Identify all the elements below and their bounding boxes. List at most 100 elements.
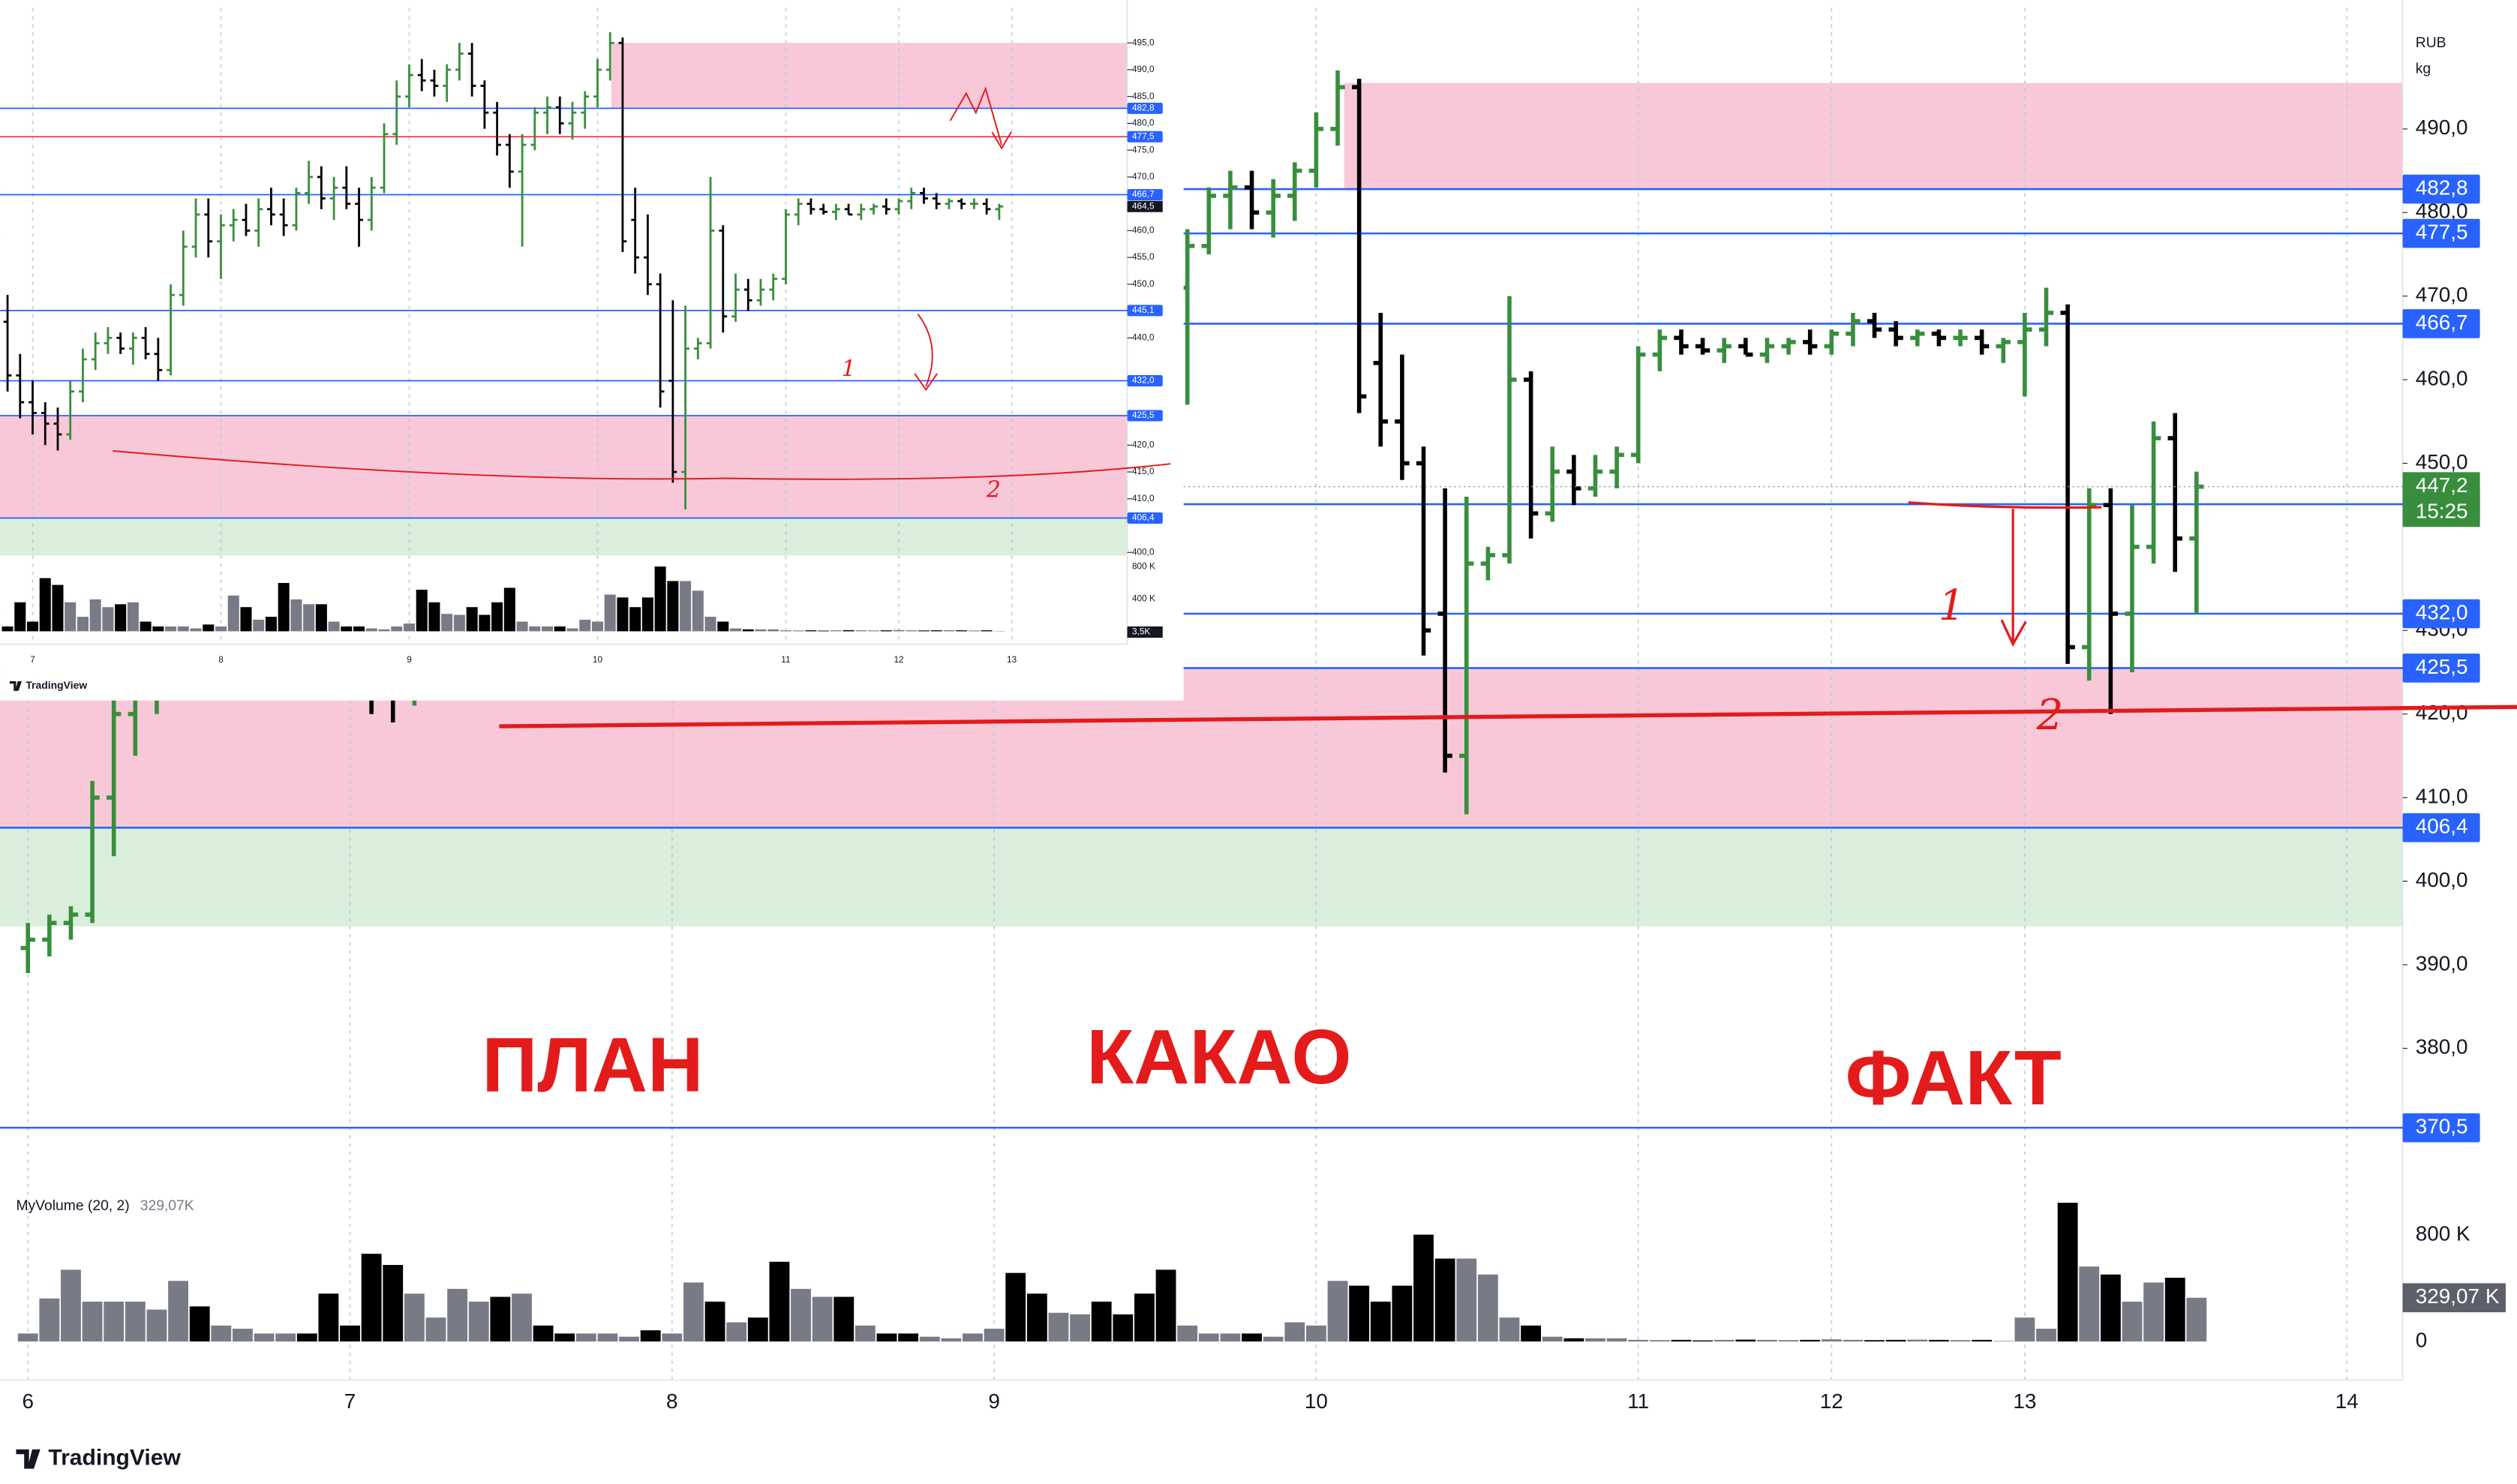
volume-bar	[39, 1298, 60, 1342]
volume-bar	[391, 626, 403, 632]
level-label-box	[1127, 188, 1163, 201]
volume-bar	[683, 1282, 704, 1342]
volume-bar	[730, 628, 742, 632]
volume-bar	[880, 630, 892, 632]
volume-bar	[779, 630, 791, 632]
volume-bar	[89, 599, 101, 632]
volume-bar	[1413, 1234, 1434, 1342]
volume-title: MyVolume (20, 2)	[16, 1198, 129, 1214]
y-tick-label: 415,0	[1132, 466, 1155, 476]
hand-line	[113, 86, 1171, 480]
volume-bar	[1563, 1338, 1584, 1342]
volume-bar	[1757, 1339, 1777, 1342]
volume-bar	[265, 617, 277, 632]
level-label: 482,8	[1132, 103, 1155, 113]
volume-bar	[641, 597, 653, 632]
volume-bar	[240, 607, 252, 632]
volume-bar	[1950, 1340, 1971, 1342]
y-tick-label: 490,0	[2416, 116, 2468, 139]
volume-bar	[490, 1296, 511, 1342]
volume-bar	[227, 595, 239, 632]
volume-bar	[1091, 1301, 1112, 1342]
volume-bar	[654, 566, 666, 632]
volume-bar	[2014, 1317, 2035, 1342]
x-tick-label: 14	[2335, 1389, 2359, 1413]
level-label-box	[2402, 813, 2480, 843]
volume-bar	[2143, 1282, 2164, 1342]
volume-bar	[805, 630, 817, 632]
volume-bar	[1306, 1325, 1326, 1342]
hand-mark: 1	[1939, 581, 1966, 630]
volume-bar	[17, 1333, 38, 1342]
volume-bar	[290, 599, 302, 632]
level-label: 466,7	[1132, 189, 1155, 200]
volume-bar	[1392, 1285, 1413, 1342]
unit: kg	[2416, 61, 2431, 77]
volume-bar	[1585, 1338, 1605, 1342]
volume-bar	[767, 629, 779, 632]
volume-bar	[353, 626, 365, 632]
zone	[0, 828, 2403, 927]
countdown: 15:25	[2416, 499, 2468, 522]
x-tick-label: 7	[30, 654, 35, 665]
y-tick-label: 460,0	[2416, 366, 2468, 389]
volume-bar	[680, 581, 692, 632]
volume-bar	[441, 614, 453, 632]
volume-bar	[769, 1261, 790, 1342]
volume-bar	[868, 630, 880, 632]
volume-bar	[27, 621, 39, 632]
y-tick-label: 495,0	[1132, 37, 1155, 47]
volume-bar	[189, 1306, 210, 1342]
volume-bar	[253, 619, 265, 632]
volume-bar	[491, 602, 503, 632]
x-tick-label: 7	[344, 1389, 356, 1413]
volume-bar	[254, 1333, 275, 1342]
zone	[0, 415, 1128, 518]
volume-bar	[566, 628, 578, 632]
volume-bar	[447, 1288, 468, 1342]
volume-bar	[619, 1336, 639, 1342]
volume-bar	[604, 594, 616, 632]
volume-bar	[692, 590, 704, 632]
volume-bar	[855, 630, 867, 632]
volume-bar	[792, 630, 804, 632]
currency: RUB	[2416, 35, 2446, 51]
volume-bar	[1263, 1336, 1284, 1342]
volume-bar	[640, 1330, 661, 1342]
level-label-box	[2402, 174, 2480, 204]
level-label-box	[2402, 653, 2480, 683]
level-label-box	[1127, 512, 1163, 524]
volume-bar	[1434, 1258, 1455, 1342]
volume-bar	[1671, 1339, 1692, 1342]
volume-bar	[466, 607, 478, 632]
volume-bar	[102, 607, 114, 632]
volume-bar	[554, 1333, 575, 1342]
level-label: 406,4	[1132, 512, 1155, 523]
volume-bar	[77, 617, 89, 632]
volume-bar	[726, 1322, 747, 1342]
zone	[0, 518, 1128, 556]
volume-bar	[453, 614, 465, 632]
volume-bar	[1477, 1274, 1498, 1342]
y-tick-label: 390,0	[2416, 951, 2468, 975]
volume-tick-label: 400 K	[1132, 593, 1155, 604]
volume-bar	[52, 584, 64, 632]
level-label-box	[1127, 410, 1163, 422]
volume-bar	[383, 1265, 404, 1342]
brand-logo	[16, 1449, 41, 1469]
hand-line	[1908, 501, 2102, 647]
volume-bar	[833, 1296, 855, 1342]
volume-bar	[428, 602, 440, 632]
brand: TradingView	[48, 1446, 181, 1470]
volume-bar	[1649, 1340, 1670, 1342]
y-tick-label: 420,0	[1132, 439, 1155, 449]
volume-bar	[1521, 1325, 1542, 1342]
annotation: ПЛАН	[482, 1022, 703, 1108]
volume-bar	[1972, 1339, 1993, 1342]
y-tick-label: 380,0	[2416, 1035, 2468, 1059]
level-label: 406,4	[2416, 815, 2468, 838]
volume-bar	[941, 1338, 962, 1342]
volume-bar	[361, 1254, 382, 1342]
